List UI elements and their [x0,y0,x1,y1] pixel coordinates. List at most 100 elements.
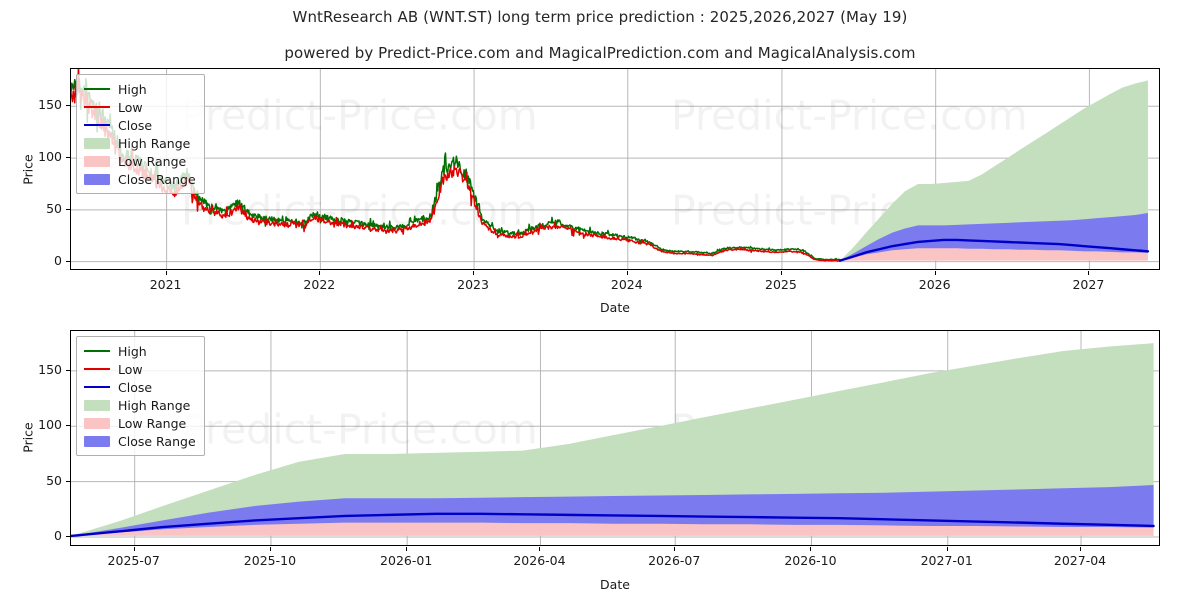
band-high-range [71,343,1154,536]
legend-label: Low Range [118,153,187,169]
x-tick-mark [1088,271,1090,275]
legend-label: Close Range [118,433,196,449]
legend-label: Close Range [118,171,196,187]
x-tick-label: 2026 [918,277,951,292]
series-line-close [71,512,1155,538]
x-tick-mark [133,547,135,551]
x-tick-label: 2025 [765,277,797,292]
page-subtitle: powered by Predict-Price.com and Magical… [284,44,916,62]
x-tick-label: 2026-07 [648,553,701,568]
legend-item-close: Close [84,378,196,396]
legend-label: High [118,81,147,97]
legend-swatch-low-icon [84,100,110,114]
y-tick-mark [66,480,70,482]
legend-item-high: High [84,80,196,98]
y-tick-label: 150 [38,97,62,113]
legend-item-high: High [84,342,196,360]
legend-item-close-range: Close Range [84,432,196,450]
legend-label: High Range [118,397,191,413]
x-tick-label: 2025-07 [107,553,160,568]
x-tick-label: 2023 [457,277,489,292]
y-tick-mark [66,536,70,538]
x-tick-mark [319,271,321,275]
legend-swatch-high-range-icon [84,137,110,149]
legend-item-close: Close [84,116,196,134]
top-chart-canvas: Predict-Price.com Predict-Price.comPredic… [71,69,1159,269]
legend-label: Low [118,99,143,115]
x-tick-label: 2027-04 [1053,553,1107,568]
x-tick-mark [165,271,167,275]
legend-swatch-close-icon [84,380,110,394]
legend-item-low: Low [84,98,196,116]
legend-item-low-range: Low Range [84,152,196,170]
x-tick-mark [674,547,676,551]
series-line-close [838,238,1150,262]
top-chart-plot-area: Predict-Price.com Predict-Price.com Predic… [70,68,1160,270]
y-tick-label: 100 [38,149,62,165]
page-title: WntResearch AB (WNT.ST) long term price … [292,8,908,26]
y-tick-mark [66,425,70,427]
x-tick-label: 2026-01 [380,553,433,568]
legend-label: High Range [118,135,191,151]
top-chart-panel: Predict-Price.com Predict-Price.com Predic… [21,68,1160,315]
x-tick-label: 2022 [303,277,336,292]
legend-label: Close [118,117,153,133]
legend-swatch-close-range-icon [84,435,110,447]
legend-label: High [118,343,147,359]
y-tick-label: 150 [38,361,62,377]
legend-swatch-low-icon [84,362,110,376]
legend-swatch-close-icon [84,118,110,132]
legend-swatch-high-range-icon [84,399,110,411]
x-tick-label: 2026-10 [784,553,837,568]
bottom-chart-legend: High Low Close High Range Low Range Close Ran… [76,336,205,456]
x-tick-label: 2024 [610,277,643,292]
y-tick-label: 50 [46,200,62,216]
watermark: Predict-Price.com [181,92,538,140]
y-tick-mark [66,157,70,159]
legend-swatch-low-range-icon [84,417,110,429]
top-x-axis-label: Date [600,300,630,315]
x-tick-mark [934,271,936,275]
y-tick-label: 100 [38,417,62,433]
y-tick-mark [66,369,70,371]
x-tick-mark [780,271,782,275]
legend-swatch-low-range-icon [84,155,110,167]
legend-swatch-high-icon [84,82,110,96]
legend-swatch-high-icon [84,344,110,358]
y-tick-mark [66,105,70,107]
watermark: Predict-Price.com [671,92,1028,140]
legend-item-close-range: Close Range [84,170,196,188]
series-line-low [71,69,841,262]
legend-label: Low Range [118,415,187,431]
legend-item-high-range: High Range [84,134,196,152]
legend-swatch-close-range-icon [84,173,110,185]
bottom-x-axis-label: Date [600,577,630,592]
band-high-range [840,80,1148,261]
x-tick-label: 2027 [1072,277,1105,292]
x-tick-mark [539,547,541,551]
legend-item-low: Low [84,360,196,378]
x-tick-label: 2025-10 [243,553,297,568]
band-low-range [71,522,1154,536]
series-line-high [71,77,841,261]
y-tick-label: 0 [54,252,62,268]
y-tick-mark [66,208,70,210]
x-tick-mark [473,271,475,275]
x-tick-label: 2021 [149,277,182,292]
x-tick-mark [269,547,271,551]
x-tick-label: 2026-04 [513,553,566,568]
x-tick-mark [406,547,408,551]
watermark: Predict-Price.com [181,405,538,453]
legend-item-high-range: High Range [84,396,196,414]
y-tick-label: 50 [46,472,62,488]
x-tick-mark [946,547,948,551]
x-tick-mark [1080,547,1082,551]
legend-label: Low [118,361,143,377]
x-tick-label: 2027-01 [920,553,973,568]
x-tick-mark [626,271,628,275]
y-tick-mark [66,260,70,262]
